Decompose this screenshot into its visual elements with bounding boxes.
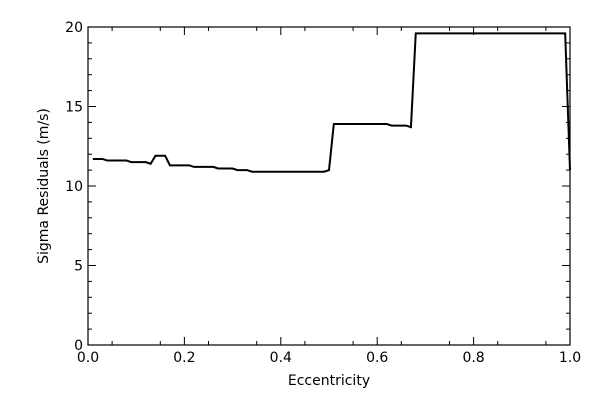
series-line (92, 32, 571, 173)
x-tick-label: 0.8 (462, 350, 484, 366)
x-tick-label: 0.6 (366, 350, 388, 366)
x-axis-label: Eccentricity (288, 373, 370, 389)
y-tick-label: 10 (65, 179, 83, 195)
x-tick-label: 0.2 (173, 350, 195, 366)
y-tick-label: 0 (74, 338, 83, 354)
y-tick-label: 15 (65, 100, 83, 116)
y-tick-label: 20 (65, 20, 83, 36)
y-axis-label: Sigma Residuals (m/s) (36, 108, 52, 264)
x-tick-label: 0.0 (77, 350, 99, 366)
y-tick-label: 5 (74, 259, 83, 275)
x-tick-label: 0.4 (270, 350, 292, 366)
x-axis: 0.0 0.2 0.4 0.6 0.8 1.0 (77, 27, 581, 366)
y-axis: 0 5 10 15 20 (65, 20, 570, 354)
plot-frame (87, 26, 571, 346)
x-tick-label: 1.0 (559, 350, 581, 366)
